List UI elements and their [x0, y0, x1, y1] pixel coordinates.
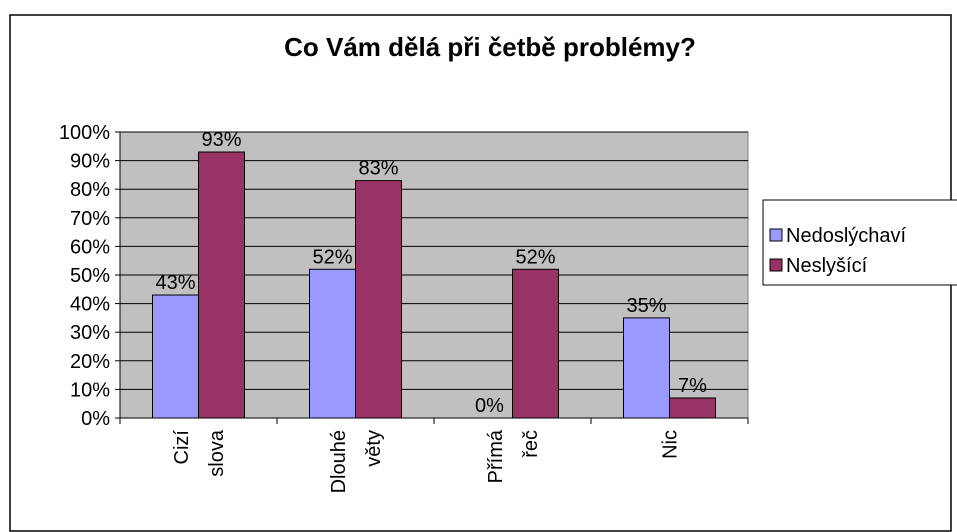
value-label: 52%	[515, 246, 555, 268]
y-tick-label: 10%	[70, 379, 110, 401]
x-tick-label: Přímá řeč	[485, 429, 542, 483]
value-label: 52%	[312, 246, 352, 268]
value-label: 0%	[475, 395, 504, 417]
bar	[355, 180, 402, 419]
y-tick-label: 80%	[70, 179, 110, 201]
value-label: 35%	[626, 295, 666, 317]
value-label: 83%	[358, 158, 398, 180]
y-tick-label: 0%	[81, 408, 110, 430]
value-label: 93%	[201, 129, 241, 151]
value-label: 7%	[678, 375, 707, 397]
bar	[152, 294, 199, 419]
legend-swatch	[769, 258, 783, 272]
y-tick-label: 50%	[70, 265, 110, 287]
y-tick-label: 100%	[59, 122, 110, 144]
y-tick-label: 20%	[70, 351, 110, 373]
y-tick-label: 60%	[70, 236, 110, 258]
bar	[309, 268, 356, 419]
y-tick-label: 70%	[70, 208, 110, 230]
bar	[198, 151, 245, 419]
bar	[669, 397, 716, 419]
x-tick-label: Nic	[660, 430, 682, 459]
y-tick-label: 90%	[70, 151, 110, 173]
bar	[512, 268, 559, 419]
legend-label: Nedoslýchaví	[786, 225, 907, 247]
bar	[623, 317, 670, 419]
y-tick-label: 40%	[70, 294, 110, 316]
legend-label: Neslyšící	[786, 255, 868, 277]
legend	[762, 199, 957, 286]
y-tick-label: 30%	[70, 322, 110, 344]
chart-title: Co Vám dělá při četbě problémy?	[284, 32, 696, 62]
value-label: 43%	[155, 272, 195, 294]
x-tick-label: Cizí slova	[171, 429, 228, 477]
legend-swatch	[769, 228, 783, 242]
x-tick-label: Dlouhé věty	[328, 430, 385, 493]
